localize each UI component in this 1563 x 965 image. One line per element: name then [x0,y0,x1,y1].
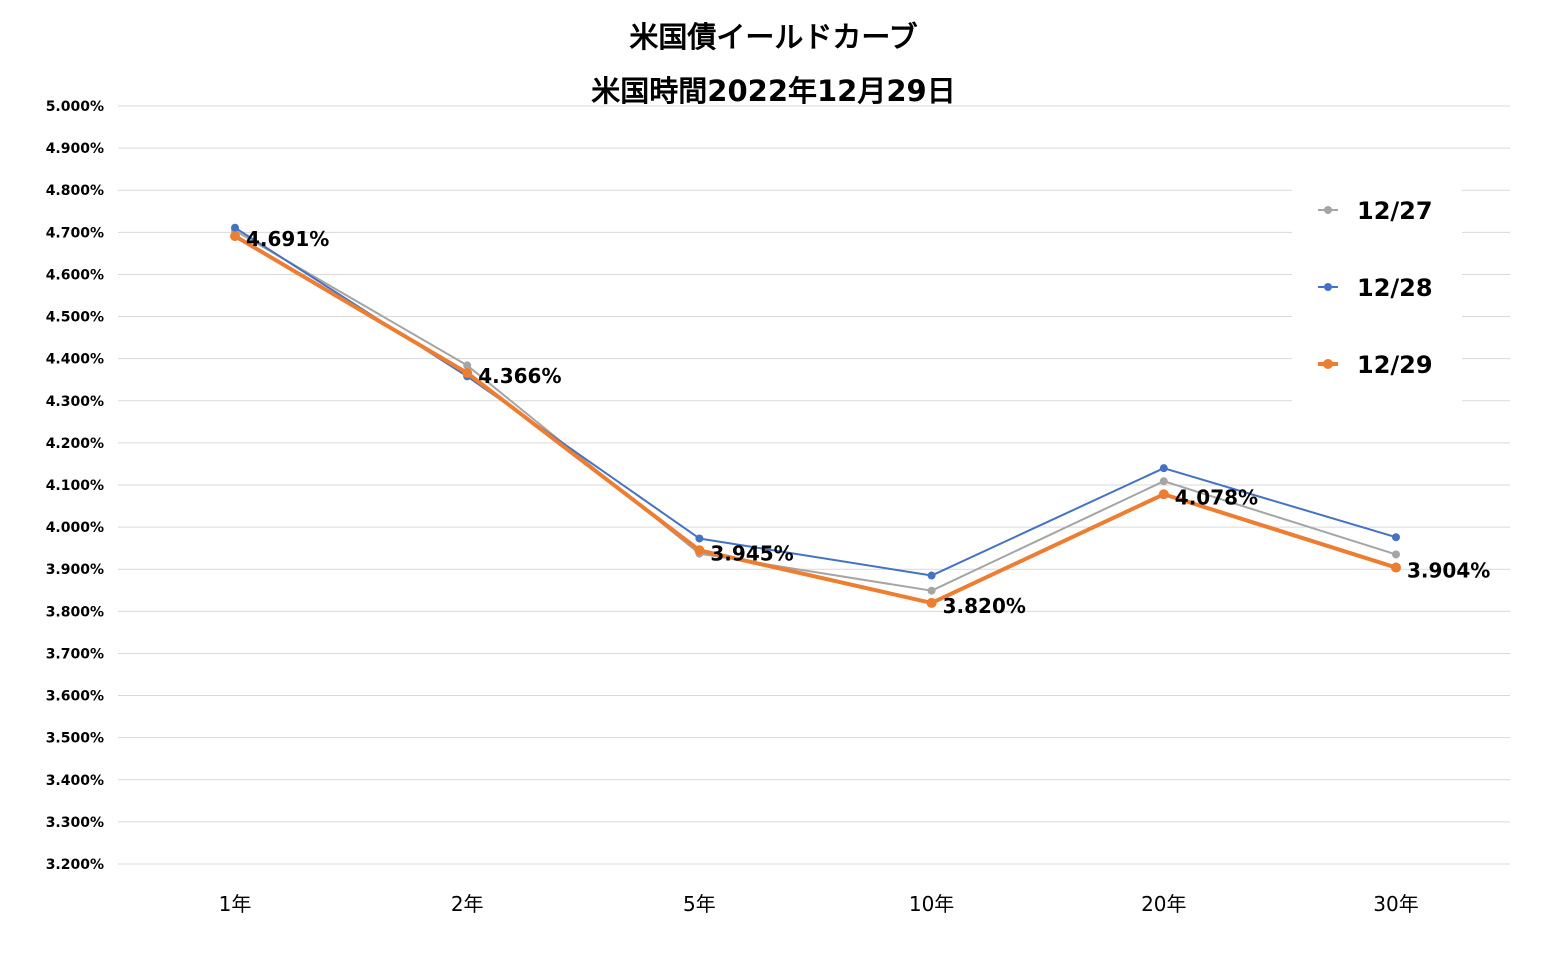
y-tick-label: 3.400% [46,773,104,789]
series-line-12-29 [233,234,1397,605]
data-label: 3.945% [710,541,793,565]
data-label: 3.904% [1407,559,1490,583]
data-label: 4.078% [1175,485,1258,509]
y-tick-label: 3.500% [46,731,104,747]
y-tick-label: 4.500% [46,310,104,326]
legend-box [1292,188,1462,402]
data-point [1159,464,1168,473]
legend-marker [1323,359,1333,369]
data-point [695,534,704,543]
x-tick-label: 30年 [1373,892,1418,916]
data-point [462,367,473,378]
y-tick-label: 3.900% [46,562,104,578]
x-tick-label: 5年 [683,892,716,916]
x-tick-label: 2年 [451,892,484,916]
data-point [463,361,472,370]
series-line-12-27 [234,229,1397,592]
y-tick-label: 3.300% [46,815,104,831]
x-tick-label: 1年 [219,892,252,916]
data-label: 4.366% [478,364,561,388]
data-point [926,597,937,608]
chart-title: 米国債イールドカーブ [629,20,918,54]
y-tick-label: 4.700% [46,225,104,241]
data-point [1159,477,1168,486]
legend-label: 12/28 [1357,274,1433,302]
y-tick-label: 4.800% [46,183,104,199]
y-tick-label: 4.400% [46,352,104,368]
data-point [1392,550,1400,559]
legend-label: 12/27 [1357,197,1433,225]
y-tick-label: 4.900% [46,141,104,157]
y-tick-label: 4.100% [46,478,104,494]
y-tick-label: 4.200% [46,436,104,452]
chart-subtitle: 米国時間2022年12月29日 [591,74,956,108]
y-tick-label: 4.300% [46,394,104,410]
y-tick-label: 3.700% [46,646,104,662]
data-point [1158,489,1169,500]
data-point [927,571,936,580]
data-point [230,231,240,242]
x-tick-label: 20年 [1141,892,1186,916]
legend-marker [1324,206,1332,214]
series-line-12-28 [234,226,1397,577]
data-point [231,223,239,232]
y-tick-label: 4.000% [46,520,104,536]
data-point [1392,533,1400,542]
data-point [927,586,936,595]
legend-marker [1324,283,1332,291]
y-tick-label: 4.600% [46,267,104,283]
y-tick-label: 3.800% [46,604,104,620]
x-tick-label: 10年 [909,892,954,916]
data-label: 3.820% [943,594,1026,618]
data-label: 4.691% [246,227,329,251]
y-tick-label: 5.000% [46,99,104,115]
y-tick-label: 3.200% [46,857,104,873]
data-point [694,545,705,556]
data-point [1391,562,1401,573]
legend-label: 12/29 [1357,351,1433,379]
y-tick-label: 3.600% [46,689,104,705]
